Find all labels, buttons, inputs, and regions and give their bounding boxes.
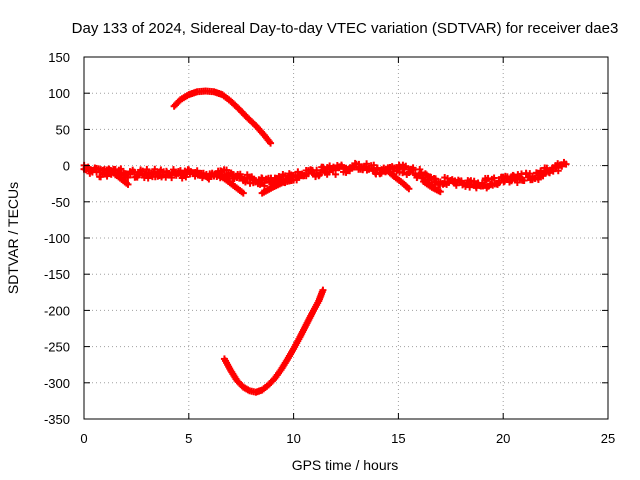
data-point-main-band [144,174,152,182]
data-point-main-band [490,174,498,182]
data-point-spur-e [436,188,444,196]
data-point-main-band [452,181,460,189]
data-point-main-band [236,170,244,178]
x-tick-label: 0 [80,431,87,446]
data-point-spur-c [290,176,298,184]
x-tick-label: 5 [185,431,192,446]
data-point-main-band [470,177,478,185]
y-tick-label: -50 [51,195,70,210]
data-point-main-band [258,174,266,182]
data-point-main-band [519,176,527,184]
data-point-main-band [332,170,340,178]
data-point-main-band [546,169,554,177]
data-point-main-band [409,164,417,172]
data-point-main-band [370,161,378,169]
y-tick-label: 150 [48,50,70,65]
y-tick-label: 100 [48,86,70,101]
y-tick-label: 0 [63,159,70,174]
data-point-main-band [169,166,177,174]
data-point-main-band [539,172,547,180]
x-axis-label: GPS time / hours [292,457,399,473]
data-point-main-band [260,182,268,190]
y-tick-label: -100 [44,231,70,246]
y-tick-label: -300 [44,376,70,391]
y-tick-label: -150 [44,267,70,282]
data-point-main-band [534,175,542,183]
x-tick-label: 10 [286,431,300,446]
data-point-main-band [124,174,132,182]
plot-frame [83,56,609,420]
x-tick-label: 20 [496,431,510,446]
grid-lines [84,57,608,419]
data-point-main-band [182,173,190,181]
data-point-main-band [294,168,302,176]
data-point-main-band [399,169,407,177]
y-tick-label: 50 [56,122,70,137]
data-point-main-band [223,166,231,174]
data-point-spur-b [239,189,247,197]
data-point-main-band [562,160,570,168]
y-tick-label: -250 [44,340,70,355]
data-point-main-band [363,160,371,168]
data-point-main-band [432,175,440,183]
x-tick-label: 25 [601,431,615,446]
data-points [80,87,570,396]
data-point-main-band [346,167,354,175]
data-point-lower-arc [319,286,327,294]
y-axis-label: SDTVAR / TECUs [5,182,21,294]
data-point-spur-a [124,180,132,188]
x-tick-label: 15 [391,431,405,446]
y-tick-label: -200 [44,303,70,318]
data-point-main-band [554,167,562,175]
data-point-main-band [97,173,105,181]
data-point-main-band [168,174,176,182]
data-point-main-band [205,175,213,183]
data-point-upper-arc [267,139,275,147]
axis-ticks: 0 5 10 15 20 25 150 100 50 0 -50 -100 -150 -200 -250 -3… [44,50,615,446]
data-point-main-band [117,165,125,173]
data-point-spur-d [405,185,413,193]
y-tick-label: -350 [44,412,70,427]
chart-title: Day 133 of 2024, Sidereal Day-to-day VTE… [72,20,619,37]
